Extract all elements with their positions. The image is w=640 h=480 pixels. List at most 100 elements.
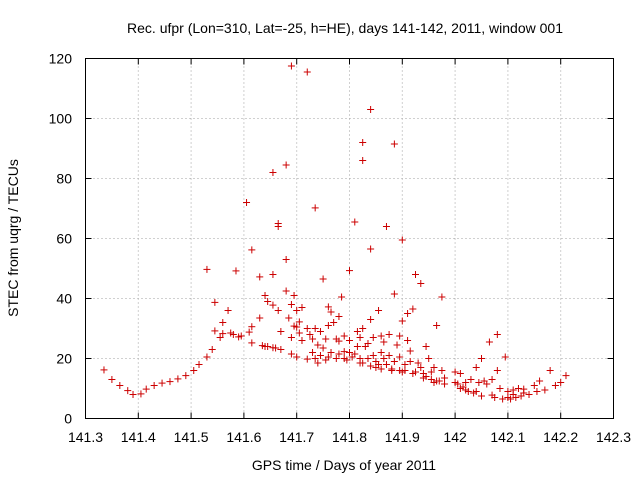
data-point: [364, 355, 372, 362]
data-point: [319, 344, 327, 352]
x-tick-label: 141.9: [385, 429, 420, 445]
data-point: [293, 307, 301, 314]
data-point: [369, 334, 377, 341]
data-point: [430, 379, 438, 386]
data-point: [478, 355, 485, 362]
data-point: [237, 332, 245, 340]
data-point: [322, 335, 330, 343]
data-point: [398, 317, 406, 325]
data-point: [388, 367, 396, 374]
data-point: [367, 106, 375, 113]
data-point: [375, 307, 383, 314]
data-point: [493, 331, 501, 338]
data-point: [298, 304, 306, 311]
data-point: [269, 301, 277, 309]
y-tick-label: 80: [56, 171, 72, 187]
data-point: [116, 382, 124, 389]
data-point: [359, 157, 367, 164]
data-point: [100, 366, 108, 374]
data-point: [525, 391, 533, 398]
data-point: [382, 361, 390, 368]
data-point: [406, 347, 414, 355]
data-point: [348, 353, 356, 361]
data-point: [396, 353, 404, 361]
x-tick-label: 142: [443, 429, 467, 445]
data-point: [409, 370, 417, 377]
data-point: [546, 367, 554, 374]
data-point: [182, 372, 190, 380]
data-point: [324, 322, 332, 329]
y-tick-label: 100: [49, 111, 73, 127]
data-point: [324, 303, 332, 311]
data-point: [367, 362, 375, 370]
data-point: [419, 374, 427, 382]
data-point: [248, 246, 256, 254]
data-point: [353, 343, 361, 350]
data-point: [380, 338, 388, 346]
data-point: [377, 349, 385, 356]
data-point: [277, 328, 285, 335]
data-point: [404, 337, 412, 344]
data-point: [282, 287, 290, 295]
data-point: [248, 339, 256, 347]
axis-ticks: [85, 58, 614, 419]
data-point: [229, 331, 237, 338]
data-point: [478, 392, 485, 400]
data-point: [330, 319, 338, 326]
data-point: [311, 355, 319, 362]
x-tick-label: 142.2: [543, 429, 578, 445]
x-tick-label: 142.1: [490, 429, 525, 445]
data-point: [298, 337, 306, 344]
data-point: [441, 380, 449, 388]
x-axis-tick-labels: 141.3 141.4 141.5 141.6 141.7 141.8 141.9 142 14…: [68, 429, 631, 445]
data-point: [174, 375, 182, 383]
data-point: [324, 353, 332, 361]
data-point: [290, 292, 298, 299]
data-point: [327, 349, 335, 356]
data-point: [306, 331, 314, 338]
data-point: [261, 292, 269, 299]
data-point: [124, 387, 132, 395]
data-point: [536, 377, 544, 385]
data-point: [340, 332, 348, 340]
data-point: [142, 385, 150, 393]
data-point: [311, 204, 319, 212]
data-point: [369, 352, 377, 359]
x-tick-label: 142.3: [596, 429, 631, 445]
data-point: [274, 223, 282, 230]
data-point: [551, 382, 559, 389]
data-point: [401, 361, 409, 368]
data-point: [504, 388, 512, 395]
y-axis-tick-labels: 0 20 40 60 80 100 120: [49, 51, 73, 427]
data-point: [129, 391, 137, 398]
data-point: [335, 350, 343, 358]
data-point: [340, 348, 348, 356]
x-tick-label: 141.4: [121, 429, 156, 445]
data-point: [316, 352, 324, 359]
y-tick-label: 60: [56, 231, 72, 247]
data-point: [346, 349, 353, 356]
data-point: [367, 316, 375, 323]
data-point: [287, 350, 295, 358]
data-point: [359, 359, 367, 367]
y-tick-label: 40: [56, 291, 72, 307]
data-point: [385, 352, 393, 359]
data-point: [108, 376, 116, 383]
data-point: [367, 245, 375, 253]
data-point: [472, 364, 480, 371]
data-point: [261, 343, 269, 350]
data-point: [303, 68, 311, 76]
data-point: [314, 341, 322, 349]
data-point: [377, 365, 385, 373]
data-point: [520, 389, 528, 397]
x-tick-label: 141.6: [226, 429, 261, 445]
data-point: [472, 388, 480, 395]
x-tick-label: 141.5: [174, 429, 209, 445]
data-point: [293, 323, 301, 331]
data-point: [396, 332, 404, 340]
data-point: [285, 314, 293, 322]
data-point: [256, 314, 264, 322]
x-tick-label: 141.3: [68, 429, 103, 445]
data-point: [309, 335, 317, 343]
